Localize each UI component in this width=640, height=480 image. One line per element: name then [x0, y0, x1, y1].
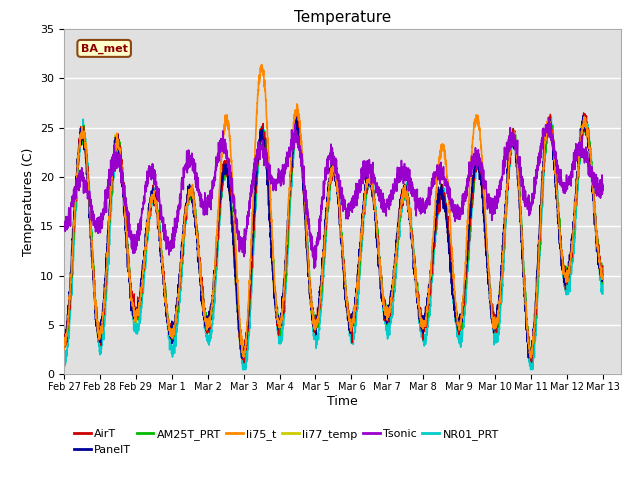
- Text: BA_met: BA_met: [81, 43, 127, 54]
- Legend: AirT, PanelT, AM25T_PRT, li75_t, li77_temp, Tsonic, NR01_PRT: AirT, PanelT, AM25T_PRT, li75_t, li77_te…: [70, 425, 503, 459]
- Title: Temperature: Temperature: [294, 10, 391, 25]
- Y-axis label: Temperatures (C): Temperatures (C): [22, 147, 35, 256]
- X-axis label: Time: Time: [327, 395, 358, 408]
